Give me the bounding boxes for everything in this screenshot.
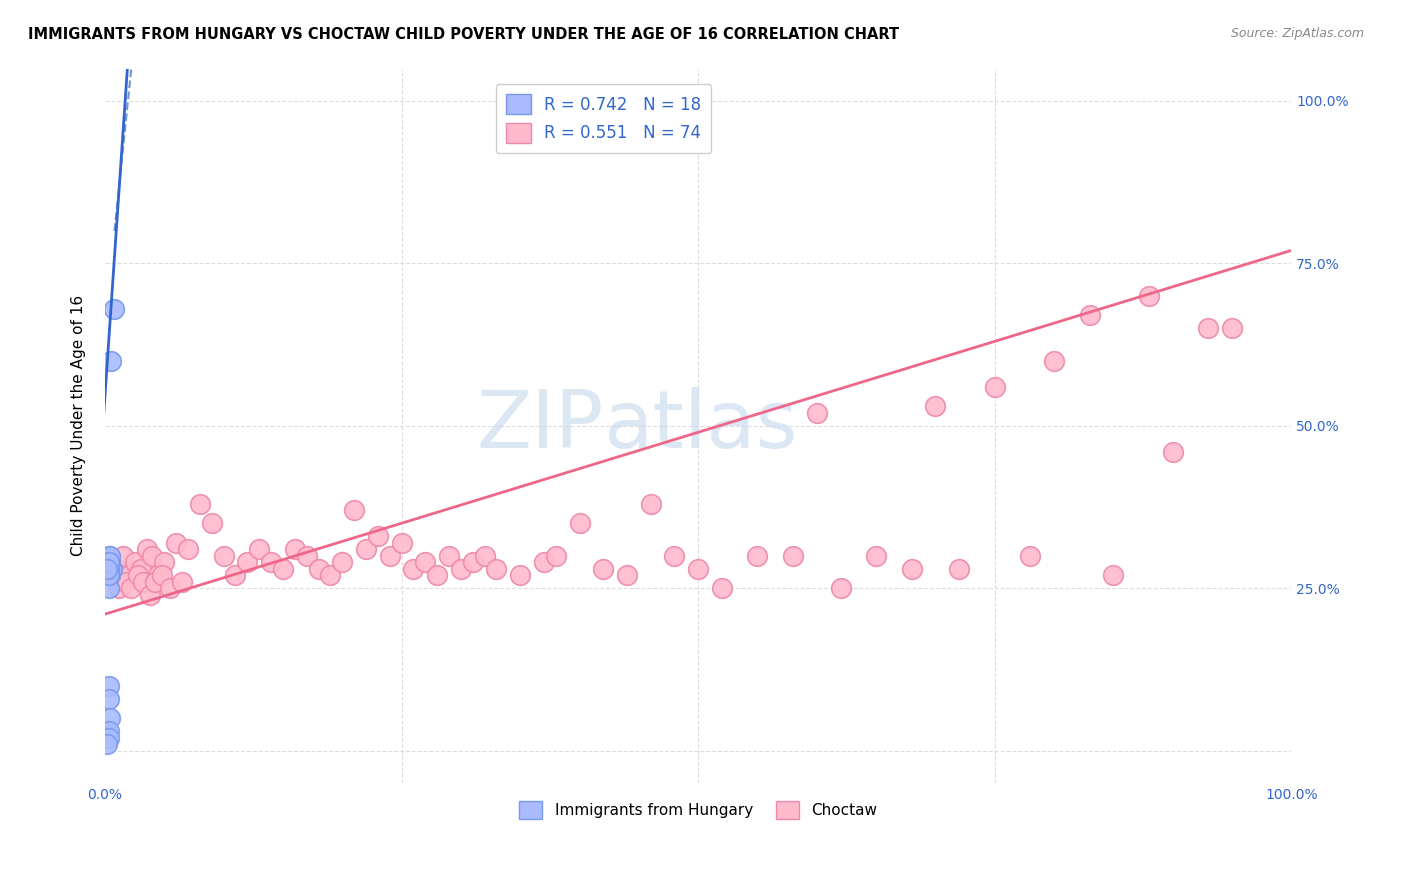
Point <box>948 562 970 576</box>
Point <box>437 549 460 563</box>
Point <box>103 301 125 316</box>
Point <box>474 549 496 563</box>
Point <box>461 555 484 569</box>
Point <box>616 568 638 582</box>
Point <box>97 581 120 595</box>
Point <box>212 549 235 563</box>
Point <box>1102 568 1125 582</box>
Point <box>97 555 120 569</box>
Point <box>97 691 120 706</box>
Point <box>236 555 259 569</box>
Point <box>96 562 118 576</box>
Point <box>367 529 389 543</box>
Point <box>97 549 120 563</box>
Point <box>98 568 121 582</box>
Point <box>450 562 472 576</box>
Point <box>378 549 401 563</box>
Point <box>1197 321 1219 335</box>
Point <box>115 574 138 589</box>
Point <box>201 516 224 531</box>
Point <box>710 581 733 595</box>
Point <box>148 568 170 582</box>
Text: ZIP: ZIP <box>475 387 603 465</box>
Point <box>747 549 769 563</box>
Point <box>1078 309 1101 323</box>
Point <box>98 711 121 725</box>
Point <box>688 562 710 576</box>
Point <box>830 581 852 595</box>
Point <box>271 562 294 576</box>
Point <box>1220 321 1243 335</box>
Point <box>592 562 614 576</box>
Point <box>120 581 142 595</box>
Point <box>284 542 307 557</box>
Point <box>319 568 342 582</box>
Point <box>330 555 353 569</box>
Point <box>1043 354 1066 368</box>
Point <box>97 731 120 745</box>
Point <box>165 535 187 549</box>
Point <box>97 679 120 693</box>
Point <box>139 588 162 602</box>
Point <box>159 581 181 595</box>
Text: Source: ZipAtlas.com: Source: ZipAtlas.com <box>1230 27 1364 40</box>
Point <box>118 568 141 582</box>
Y-axis label: Child Poverty Under the Age of 16: Child Poverty Under the Age of 16 <box>72 295 86 557</box>
Point <box>98 549 121 563</box>
Point <box>97 568 120 582</box>
Point <box>111 549 134 563</box>
Legend: Immigrants from Hungary, Choctaw: Immigrants from Hungary, Choctaw <box>513 795 883 825</box>
Point <box>544 549 567 563</box>
Point <box>97 562 120 576</box>
Point <box>260 555 283 569</box>
Point <box>124 555 146 569</box>
Point <box>247 542 270 557</box>
Point <box>135 542 157 557</box>
Point <box>782 549 804 563</box>
Point <box>924 399 946 413</box>
Point <box>533 555 555 569</box>
Point <box>413 555 436 569</box>
Point <box>308 562 330 576</box>
Point <box>96 737 118 751</box>
Point <box>664 549 686 563</box>
Point <box>224 568 246 582</box>
Point <box>343 503 366 517</box>
Point <box>984 380 1007 394</box>
Point <box>141 549 163 563</box>
Point <box>1161 444 1184 458</box>
Point <box>900 562 922 576</box>
Point <box>1137 289 1160 303</box>
Point <box>98 555 121 569</box>
Point <box>132 574 155 589</box>
Point <box>108 581 131 595</box>
Point <box>127 568 149 582</box>
Point <box>640 497 662 511</box>
Text: atlas: atlas <box>603 387 797 465</box>
Point <box>485 562 508 576</box>
Point <box>143 574 166 589</box>
Point <box>97 724 120 739</box>
Point <box>806 406 828 420</box>
Point <box>402 562 425 576</box>
Point <box>105 562 128 576</box>
Point <box>865 549 887 563</box>
Point <box>153 555 176 569</box>
Point <box>295 549 318 563</box>
Point <box>150 568 173 582</box>
Point <box>509 568 531 582</box>
Point <box>100 354 122 368</box>
Point <box>391 535 413 549</box>
Point <box>177 542 200 557</box>
Point <box>426 568 449 582</box>
Point <box>1019 549 1042 563</box>
Point <box>188 497 211 511</box>
Point <box>568 516 591 531</box>
Point <box>101 562 124 576</box>
Point <box>172 574 194 589</box>
Text: IMMIGRANTS FROM HUNGARY VS CHOCTAW CHILD POVERTY UNDER THE AGE OF 16 CORRELATION: IMMIGRANTS FROM HUNGARY VS CHOCTAW CHILD… <box>28 27 900 42</box>
Point <box>354 542 377 557</box>
Point <box>129 562 152 576</box>
